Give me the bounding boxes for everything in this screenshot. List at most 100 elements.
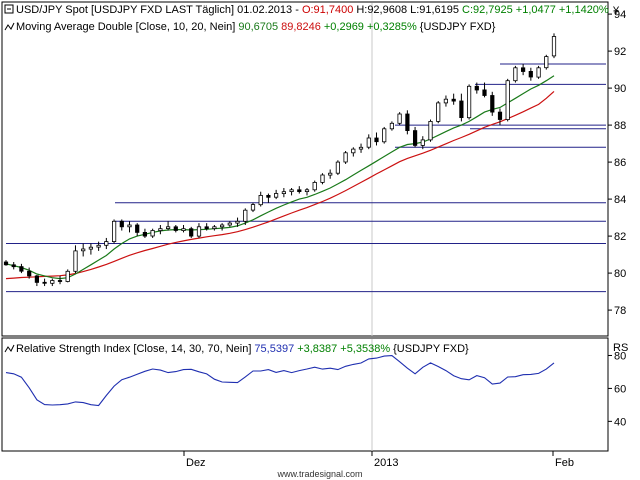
candle (119, 219, 124, 231)
candle (443, 95, 449, 107)
candle-body (81, 248, 86, 252)
candle (428, 119, 433, 142)
candle (412, 126, 418, 148)
candle (3, 260, 9, 266)
change-abs: +1,0477 (516, 4, 556, 16)
candle (27, 267, 32, 279)
candle-body (104, 241, 109, 246)
candle (165, 221, 171, 231)
price-tick-label: 94 (614, 9, 626, 21)
candle-body (482, 89, 487, 96)
candle-body (544, 56, 549, 69)
candle (335, 160, 341, 176)
candle-body (281, 191, 287, 194)
rsi-change-abs: +3,8387 (297, 343, 337, 355)
rsi-header: Relative Strength Index [Close, 14, 30, … (4, 343, 469, 355)
candle (142, 228, 147, 238)
candle (34, 274, 40, 287)
candle-body (405, 113, 410, 132)
candle-body (513, 67, 518, 82)
price-tick-label: 92 (614, 46, 626, 58)
candle-body (65, 270, 70, 282)
candle-body (551, 36, 557, 57)
candle-body (112, 220, 117, 243)
candle (235, 217, 240, 227)
candle (466, 84, 472, 120)
candle (243, 208, 248, 225)
price-tick-label: 78 (614, 305, 626, 317)
candle-body (3, 261, 9, 266)
candle (158, 225, 163, 235)
candle-body (412, 130, 418, 146)
rsi-change-pct: +5,3538% (340, 343, 390, 355)
ma-fast-line (5, 75, 555, 280)
rsi-panel-frame (1, 337, 609, 452)
price-tick-label: 82 (614, 231, 626, 243)
candle-body (142, 231, 147, 237)
candle-body (343, 152, 348, 163)
candle-body (181, 228, 186, 231)
candle (219, 223, 225, 231)
price-tick-label: 80 (614, 268, 626, 280)
candle-body (189, 228, 194, 237)
candle (358, 143, 364, 153)
time-tick-label: 2013 (374, 457, 398, 469)
candle-body (382, 128, 387, 143)
candle-body (289, 189, 294, 193)
candle (173, 225, 178, 233)
candle-body (42, 281, 47, 284)
candle (258, 191, 263, 207)
candle (112, 219, 117, 244)
candle-body (158, 228, 163, 231)
indicator-icon (4, 22, 15, 31)
candle (328, 169, 333, 179)
candle (189, 226, 194, 238)
candle-body (374, 137, 379, 143)
candle-body (389, 122, 395, 130)
candle (497, 108, 503, 126)
price-tick-label: 88 (614, 120, 626, 132)
ma-slow-line (5, 90, 555, 280)
candle-body (428, 121, 433, 141)
candle (436, 101, 441, 124)
candle (281, 188, 287, 198)
rsi-value: 75,5397 (254, 343, 294, 355)
candle (397, 112, 402, 126)
candle (482, 82, 487, 98)
candle-body (19, 266, 24, 272)
rsi-line (5, 355, 555, 407)
rsi-layer (5, 355, 555, 407)
candle-body (273, 193, 279, 198)
candle (127, 221, 132, 233)
rsi-unit-label: RS (613, 342, 628, 354)
candle-body (297, 189, 302, 193)
candle-body (219, 224, 225, 228)
candlestick-series (3, 33, 557, 287)
price-axis: 94 92 90 88 86 84 82 80 78 (608, 9, 626, 317)
candle (19, 263, 24, 274)
candle-body (466, 85, 472, 119)
candle-body (212, 226, 217, 230)
candle (382, 126, 387, 144)
candle (389, 121, 395, 131)
candle-body (227, 222, 232, 226)
candle (96, 241, 101, 251)
candle-body (173, 226, 178, 231)
candle-body (204, 226, 209, 230)
rsi-symbol: {USDJPY FXD} (393, 343, 469, 355)
candle (212, 225, 217, 231)
ma-change-abs: +0,2969 (324, 21, 364, 33)
time-tick-label: Feb (555, 457, 574, 469)
candle-body (243, 209, 248, 222)
ma-title: Moving Average Double [Close, 10, 20, Ne… (16, 21, 235, 33)
time-tick-label: Dez (186, 457, 206, 469)
candle-body (459, 100, 464, 119)
candle (544, 54, 549, 70)
ma-symbol: {USDJPY FXD} (420, 21, 496, 33)
candle (50, 278, 55, 287)
candle-body (536, 67, 541, 78)
candle (551, 33, 557, 59)
candle (521, 64, 526, 76)
candle (297, 186, 302, 194)
